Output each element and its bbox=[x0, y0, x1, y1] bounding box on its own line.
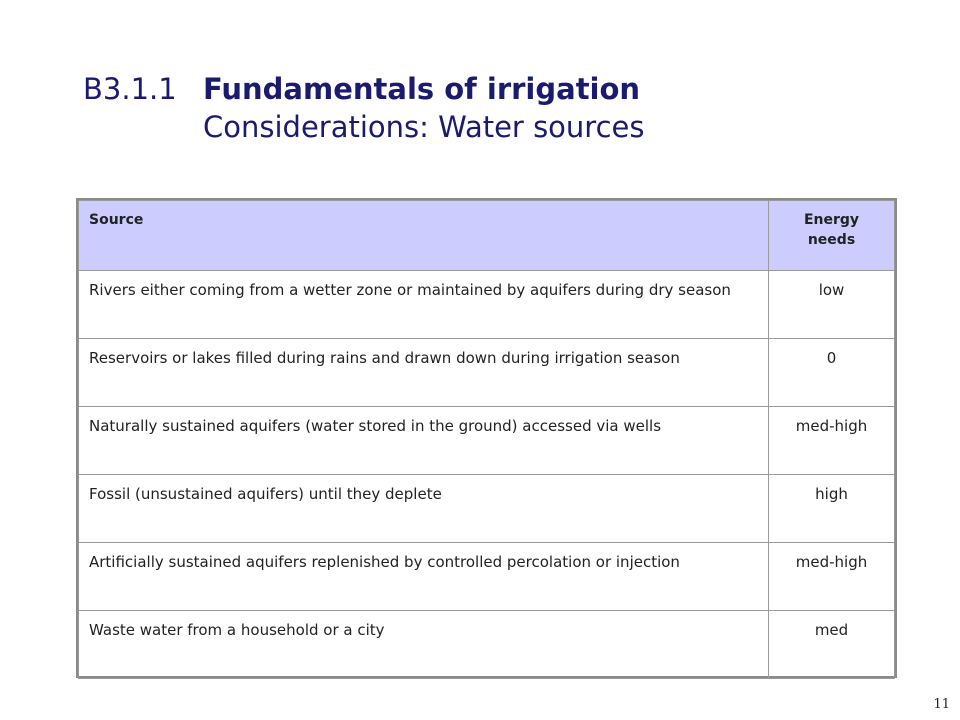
energy-cell: med-high bbox=[768, 406, 895, 475]
source-cell: Waste water from a household or a city bbox=[78, 610, 769, 679]
header-energy-needs: Energy needs bbox=[768, 200, 895, 271]
energy-cell: 0 bbox=[768, 338, 895, 407]
energy-cell: med bbox=[768, 610, 895, 679]
title-text: Fundamentals of irrigation bbox=[203, 72, 641, 106]
source-cell: Naturally sustained aquifers (water stor… bbox=[78, 406, 769, 475]
table-row: Naturally sustained aquifers (water stor… bbox=[78, 406, 895, 475]
page-number: 11 bbox=[933, 697, 950, 712]
source-cell: Fossil (unsustained aquifers) until they… bbox=[78, 474, 769, 543]
slide-subtitle: Considerations: Water sources bbox=[203, 110, 645, 144]
energy-cell: med-high bbox=[768, 542, 895, 611]
table-row: Rivers either coming from a wetter zone … bbox=[78, 270, 895, 339]
table-row: Waste water from a household or a city m… bbox=[78, 610, 895, 679]
source-cell: Rivers either coming from a wetter zone … bbox=[78, 270, 769, 339]
slide-title: B3.1.1 Fundamentals of irrigation bbox=[83, 70, 645, 108]
header-source: Source bbox=[78, 200, 769, 271]
energy-cell: high bbox=[768, 474, 895, 543]
table-row: Reservoirs or lakes filled during rains … bbox=[78, 338, 895, 407]
slide-title-block: B3.1.1 Fundamentals of irrigation Conside… bbox=[83, 70, 645, 146]
table-header-row: Source Energy needs bbox=[78, 200, 895, 271]
water-sources-table: Source Energy needs Rivers either coming… bbox=[76, 198, 897, 679]
energy-cell: low bbox=[768, 270, 895, 339]
section-number: B3.1.1 bbox=[83, 72, 177, 106]
source-cell: Reservoirs or lakes filled during rains … bbox=[78, 338, 769, 407]
table-row: Fossil (unsustained aquifers) until they… bbox=[78, 474, 895, 543]
source-cell: Artificially sustained aquifers replenis… bbox=[78, 542, 769, 611]
table-row: Artificially sustained aquifers replenis… bbox=[78, 542, 895, 611]
